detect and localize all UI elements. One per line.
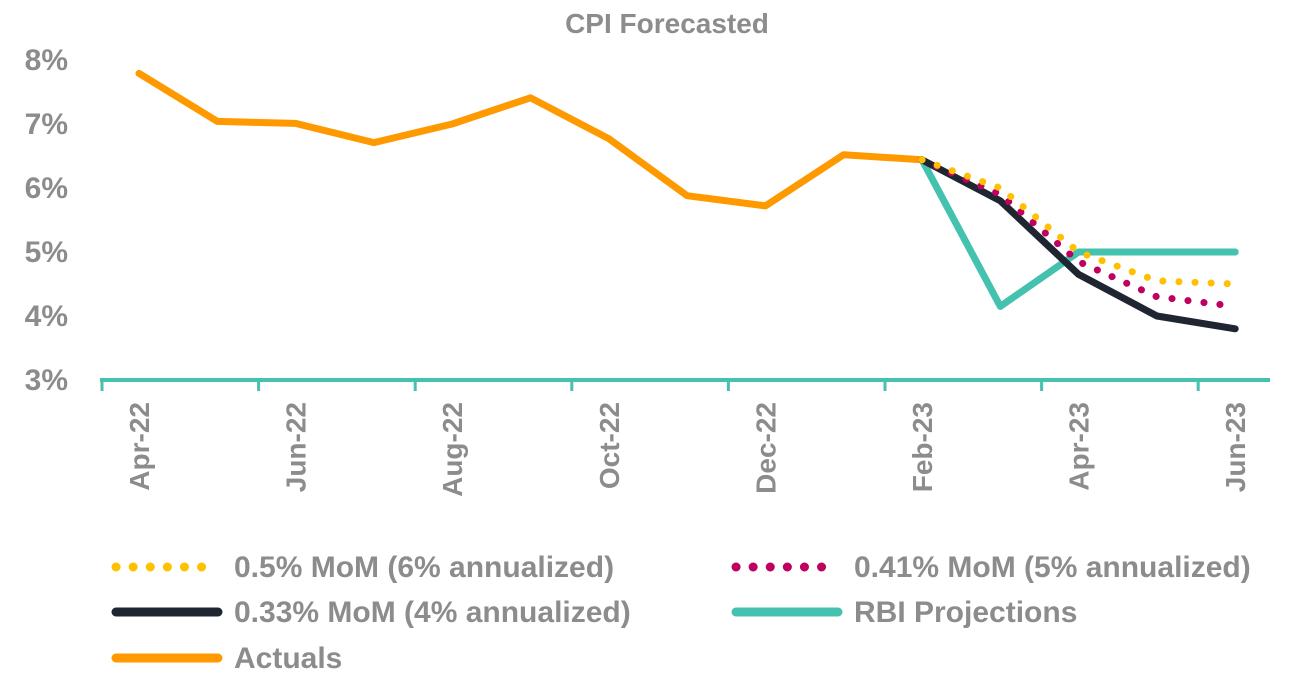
legend-item-0-33-mom-4-annualized: 0.33% MoM (4% annualized) bbox=[111, 596, 631, 629]
legend-item-rbi-projections: RBI Projections bbox=[731, 596, 1077, 629]
x-tick-label-feb-23: Feb-23 bbox=[907, 402, 938, 492]
x-tick-label-jun-23: Jun-23 bbox=[1220, 402, 1251, 492]
legend-label: 0.5% MoM (6% annualized) bbox=[234, 551, 614, 584]
y-tick-label-3: 3% bbox=[25, 364, 68, 397]
y-axis-tick-labels: 8% 7% 6% 5% 4% 3% bbox=[25, 44, 68, 397]
x-tick-label-apr-22: Apr-22 bbox=[124, 402, 155, 491]
x-tick-label-dec-22: Dec-22 bbox=[750, 402, 781, 494]
series-line-0-5-mom-6-annualized bbox=[918, 156, 1239, 288]
y-tick-label-4: 4% bbox=[25, 300, 68, 333]
series-line-actuals bbox=[135, 69, 926, 210]
y-tick-label-5: 5% bbox=[25, 236, 68, 269]
y-tick-label-7: 7% bbox=[25, 108, 68, 141]
series-line-0-33-mom-4-annualized bbox=[918, 156, 1239, 333]
y-tick-label-6: 6% bbox=[25, 172, 68, 205]
series-layer bbox=[135, 69, 1239, 333]
legend-label: Actuals bbox=[234, 642, 342, 675]
legend: 0.5% MoM (6% annualized) 0.41% MoM (5% an… bbox=[111, 551, 1251, 675]
x-tick-label-apr-23: Apr-23 bbox=[1064, 402, 1095, 491]
legend-label: 0.33% MoM (4% annualized) bbox=[234, 596, 631, 629]
x-axis: Apr-22 Jun-22 Aug-22 Oct-22 Dec-22 Feb-23 Apr-… bbox=[100, 378, 1270, 497]
x-tick-label-aug-22: Aug-22 bbox=[437, 402, 468, 497]
series-line-rbi-projections bbox=[918, 156, 1239, 310]
chart-title: CPI Forecasted bbox=[565, 8, 769, 39]
legend-item-0-41-mom-5-annualized: 0.41% MoM (5% annualized) bbox=[731, 551, 1251, 584]
legend-label: RBI Projections bbox=[854, 596, 1077, 629]
legend-item-0-5-mom-6-annualized: 0.5% MoM (6% annualized) bbox=[111, 551, 614, 584]
legend-label: 0.41% MoM (5% annualized) bbox=[854, 551, 1251, 584]
x-tick-label-jun-22: Jun-22 bbox=[281, 402, 312, 492]
y-tick-label-8: 8% bbox=[25, 44, 68, 77]
legend-item-actuals: Actuals bbox=[111, 642, 342, 675]
x-tick-label-oct-22: Oct-22 bbox=[594, 402, 625, 489]
